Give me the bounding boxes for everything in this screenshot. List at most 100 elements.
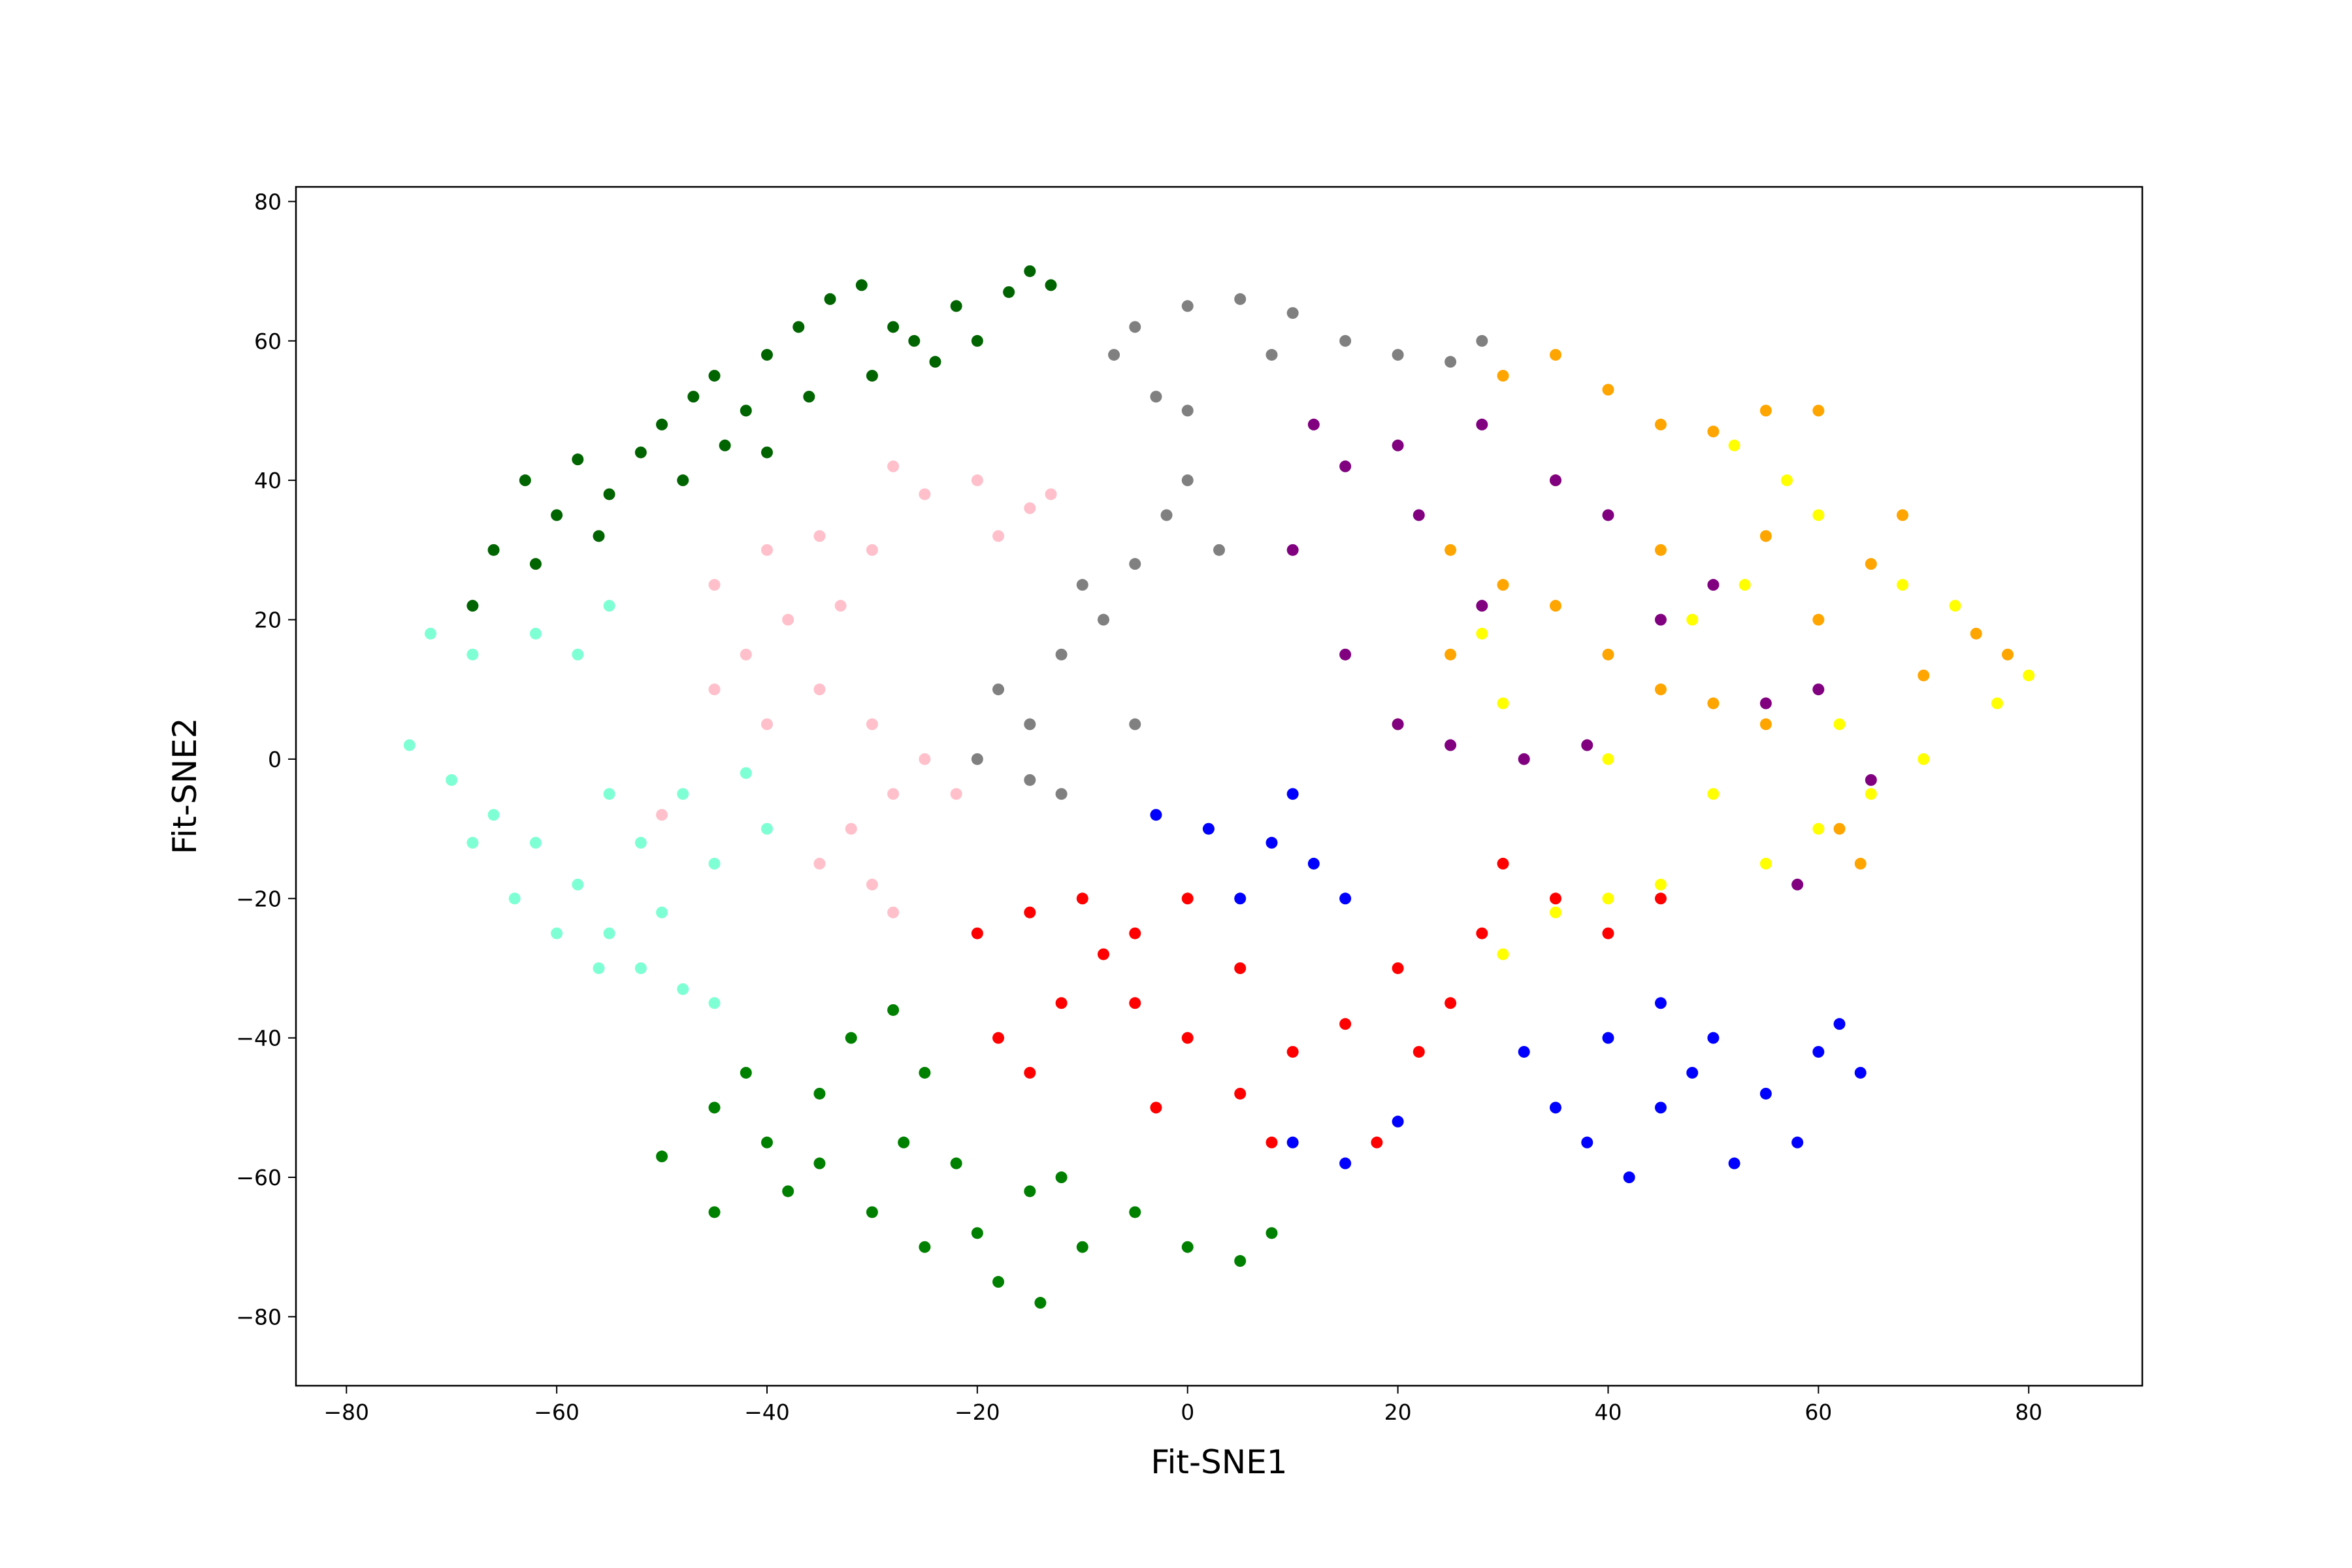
point: [1108, 349, 1120, 361]
point: [760, 1136, 773, 1149]
point: [708, 370, 721, 382]
point: [1602, 927, 1614, 939]
y-tick-label: 40: [254, 468, 282, 493]
point: [950, 1157, 962, 1169]
point: [603, 927, 615, 939]
point: [855, 279, 868, 291]
point: [1076, 1241, 1088, 1253]
point: [1833, 1018, 1846, 1030]
point: [845, 1032, 857, 1044]
point: [1518, 753, 1530, 765]
point: [1024, 906, 1036, 919]
point: [1045, 488, 1057, 500]
point: [519, 474, 531, 487]
point: [971, 927, 983, 939]
point: [551, 509, 563, 521]
point: [1602, 509, 1614, 521]
point: [919, 488, 931, 500]
point: [1234, 962, 1247, 974]
x-tick-label: 20: [1384, 1399, 1412, 1425]
point: [708, 1102, 721, 1114]
point: [466, 836, 479, 849]
point: [887, 460, 900, 472]
point: [487, 809, 500, 821]
point: [1759, 1087, 1772, 1100]
point: [677, 788, 689, 800]
x-tick-label: −80: [323, 1399, 369, 1425]
point: [1759, 697, 1772, 710]
point: [1339, 1018, 1352, 1030]
point: [677, 474, 689, 487]
point: [1392, 349, 1404, 361]
point: [1234, 1255, 1247, 1267]
point: [992, 530, 1005, 542]
point: [1339, 335, 1352, 347]
point: [1781, 474, 1793, 487]
point: [1654, 892, 1667, 905]
point: [971, 753, 983, 765]
point: [1812, 613, 1825, 626]
point: [634, 962, 647, 974]
point: [1266, 1227, 1278, 1239]
point: [919, 753, 931, 765]
point: [1181, 892, 1194, 905]
point: [1034, 1297, 1047, 1309]
point: [1686, 1066, 1699, 1079]
point: [1991, 697, 2003, 710]
point: [424, 627, 436, 640]
point: [529, 836, 542, 849]
point: [887, 906, 900, 919]
point: [1518, 1045, 1530, 1058]
point: [1286, 544, 1299, 556]
point: [1150, 1102, 1162, 1114]
point: [593, 962, 605, 974]
point: [1055, 997, 1068, 1009]
point: [603, 488, 615, 500]
point: [403, 739, 416, 751]
point: [760, 823, 773, 835]
point: [1097, 613, 1109, 626]
point: [572, 648, 584, 661]
x-tick-label: 60: [1805, 1399, 1832, 1425]
point: [1055, 788, 1068, 800]
point: [1970, 627, 1982, 640]
point: [1707, 425, 1720, 438]
point: [708, 997, 721, 1009]
point: [760, 544, 773, 556]
point: [866, 370, 878, 382]
point: [1392, 962, 1404, 974]
y-tick-label: −60: [236, 1165, 282, 1190]
point: [1497, 857, 1509, 870]
point: [992, 1276, 1005, 1288]
point: [1707, 697, 1720, 710]
point: [919, 1241, 931, 1253]
point: [656, 906, 668, 919]
point: [866, 544, 878, 556]
y-tick-label: −20: [236, 886, 282, 911]
y-tick-label: 20: [254, 608, 282, 633]
point: [1024, 774, 1036, 786]
point: [845, 823, 857, 835]
x-tick-label: 80: [2015, 1399, 2042, 1425]
point: [1286, 1045, 1299, 1058]
point: [1129, 321, 1141, 333]
point: [1307, 418, 1320, 431]
point: [740, 767, 752, 779]
point: [1623, 1171, 1635, 1184]
point: [1865, 774, 1877, 786]
x-tick-label: 40: [1594, 1399, 1622, 1425]
point: [1865, 558, 1877, 570]
point: [1286, 788, 1299, 800]
point: [1266, 836, 1278, 849]
point: [719, 439, 731, 451]
point: [992, 1032, 1005, 1044]
point: [760, 349, 773, 361]
point: [1445, 997, 1457, 1009]
point: [929, 355, 941, 368]
point: [1234, 293, 1247, 305]
point: [1897, 509, 1909, 521]
point: [1339, 892, 1352, 905]
point: [1371, 1136, 1383, 1149]
